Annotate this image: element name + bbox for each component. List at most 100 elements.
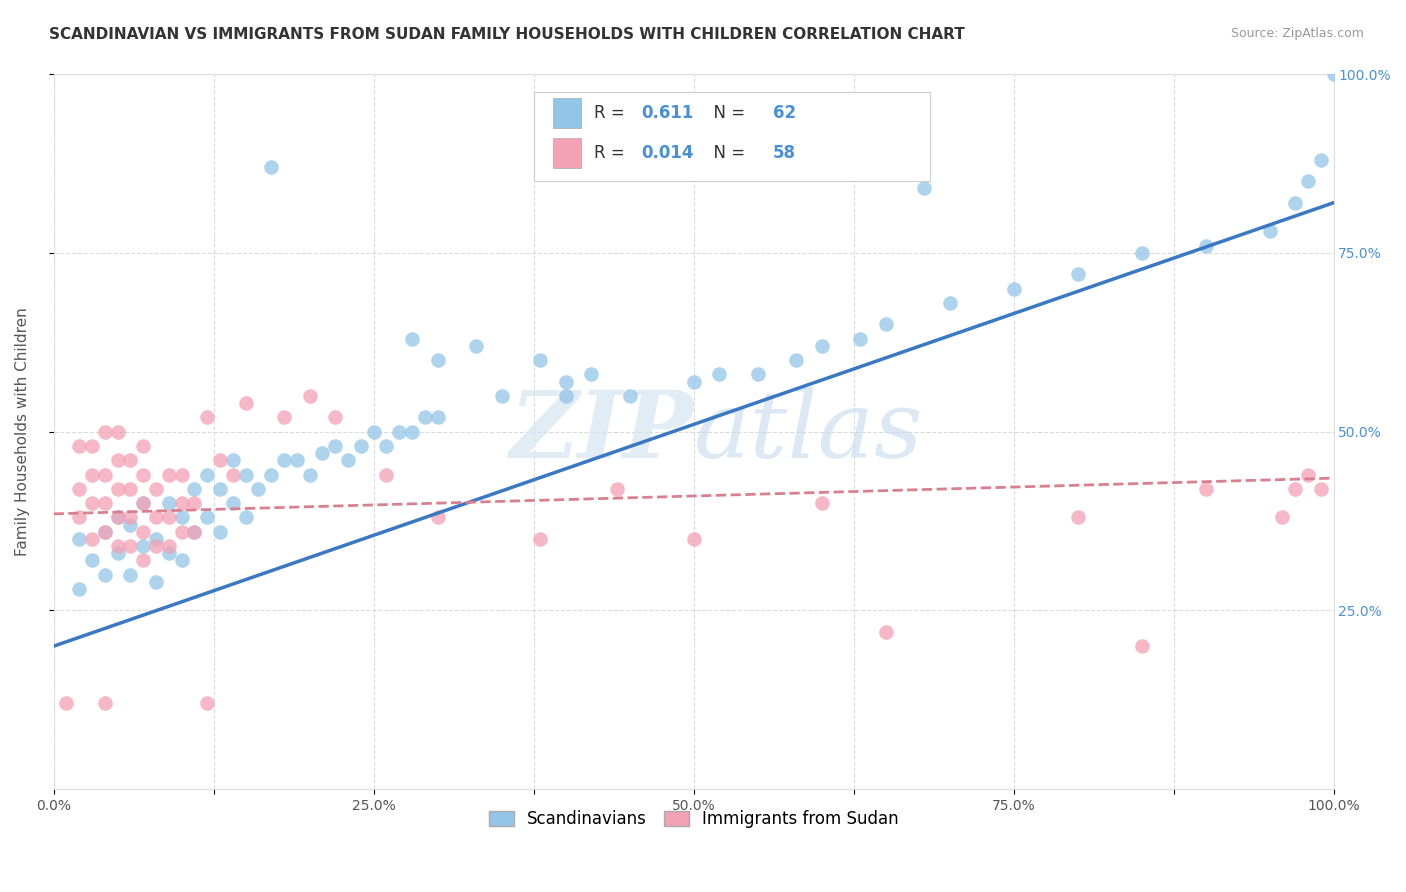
Text: Source: ZipAtlas.com: Source: ZipAtlas.com <box>1230 27 1364 40</box>
Text: N =: N = <box>703 144 749 161</box>
Point <box>157 539 180 553</box>
Point <box>80 496 103 510</box>
Point <box>1271 510 1294 524</box>
Point <box>260 467 283 482</box>
Point <box>183 496 205 510</box>
Point <box>157 467 180 482</box>
Point <box>1296 467 1319 482</box>
Point <box>132 439 155 453</box>
Point <box>426 353 449 368</box>
Point <box>682 375 704 389</box>
Text: 58: 58 <box>773 144 796 161</box>
Point <box>1130 639 1153 653</box>
Point <box>554 375 576 389</box>
Point <box>157 496 180 510</box>
Point <box>107 453 129 467</box>
Point <box>132 539 155 553</box>
Point <box>132 553 155 567</box>
Point <box>247 482 270 496</box>
Point <box>94 697 117 711</box>
Point <box>94 425 117 439</box>
Point <box>1258 224 1281 238</box>
Text: 0.611: 0.611 <box>641 104 693 122</box>
Point <box>145 482 167 496</box>
Point <box>401 332 423 346</box>
Point <box>529 353 551 368</box>
Point <box>94 467 117 482</box>
Point <box>94 524 117 539</box>
Point <box>785 353 807 368</box>
Point <box>298 467 321 482</box>
Point <box>554 389 576 403</box>
Point <box>208 482 231 496</box>
Point <box>682 532 704 546</box>
Point <box>465 339 488 353</box>
Text: 0.014: 0.014 <box>641 144 693 161</box>
Point <box>311 446 333 460</box>
Point <box>273 410 295 425</box>
Point <box>94 524 117 539</box>
Point <box>1309 153 1331 167</box>
Point <box>80 553 103 567</box>
Point <box>107 510 129 524</box>
Point <box>912 181 935 195</box>
FancyBboxPatch shape <box>553 98 581 128</box>
Point <box>55 697 77 711</box>
Point <box>388 425 411 439</box>
Point <box>208 453 231 467</box>
Point <box>426 410 449 425</box>
Text: SCANDINAVIAN VS IMMIGRANTS FROM SUDAN FAMILY HOUSEHOLDS WITH CHILDREN CORRELATIO: SCANDINAVIAN VS IMMIGRANTS FROM SUDAN FA… <box>49 27 965 42</box>
FancyBboxPatch shape <box>553 138 581 168</box>
Point <box>195 697 218 711</box>
Point <box>145 574 167 589</box>
Text: R =: R = <box>593 104 630 122</box>
Point <box>235 396 257 410</box>
Text: ZIP: ZIP <box>509 386 693 476</box>
Point <box>120 453 142 467</box>
Point <box>132 524 155 539</box>
Text: 62: 62 <box>773 104 796 122</box>
Point <box>363 425 385 439</box>
Legend: Scandinavians, Immigrants from Sudan: Scandinavians, Immigrants from Sudan <box>482 803 905 835</box>
Point <box>1002 282 1025 296</box>
Point <box>145 532 167 546</box>
Point <box>120 567 142 582</box>
Point <box>810 496 832 510</box>
Point <box>170 496 193 510</box>
Point <box>132 496 155 510</box>
Text: R =: R = <box>593 144 630 161</box>
Point <box>401 425 423 439</box>
Text: N =: N = <box>703 104 749 122</box>
Point <box>1296 174 1319 188</box>
Point <box>375 467 398 482</box>
Point <box>170 553 193 567</box>
Point <box>107 539 129 553</box>
Point <box>350 439 373 453</box>
Point <box>157 546 180 560</box>
Point <box>273 453 295 467</box>
Point <box>120 510 142 524</box>
Point <box>323 410 346 425</box>
Point <box>285 453 308 467</box>
Point <box>1130 245 1153 260</box>
Point <box>810 339 832 353</box>
Point <box>747 368 769 382</box>
Point <box>80 439 103 453</box>
Point <box>1194 482 1216 496</box>
Point <box>80 532 103 546</box>
Point <box>107 425 129 439</box>
Point <box>579 368 602 382</box>
Point <box>183 524 205 539</box>
Point <box>132 496 155 510</box>
Point <box>875 318 897 332</box>
Y-axis label: Family Households with Children: Family Households with Children <box>15 307 30 556</box>
Point <box>1066 267 1088 281</box>
Point <box>772 138 794 153</box>
Point <box>849 332 872 346</box>
Point <box>67 510 90 524</box>
Point <box>208 524 231 539</box>
Point <box>1194 238 1216 252</box>
Point <box>195 510 218 524</box>
Point <box>260 160 283 174</box>
Point <box>235 467 257 482</box>
